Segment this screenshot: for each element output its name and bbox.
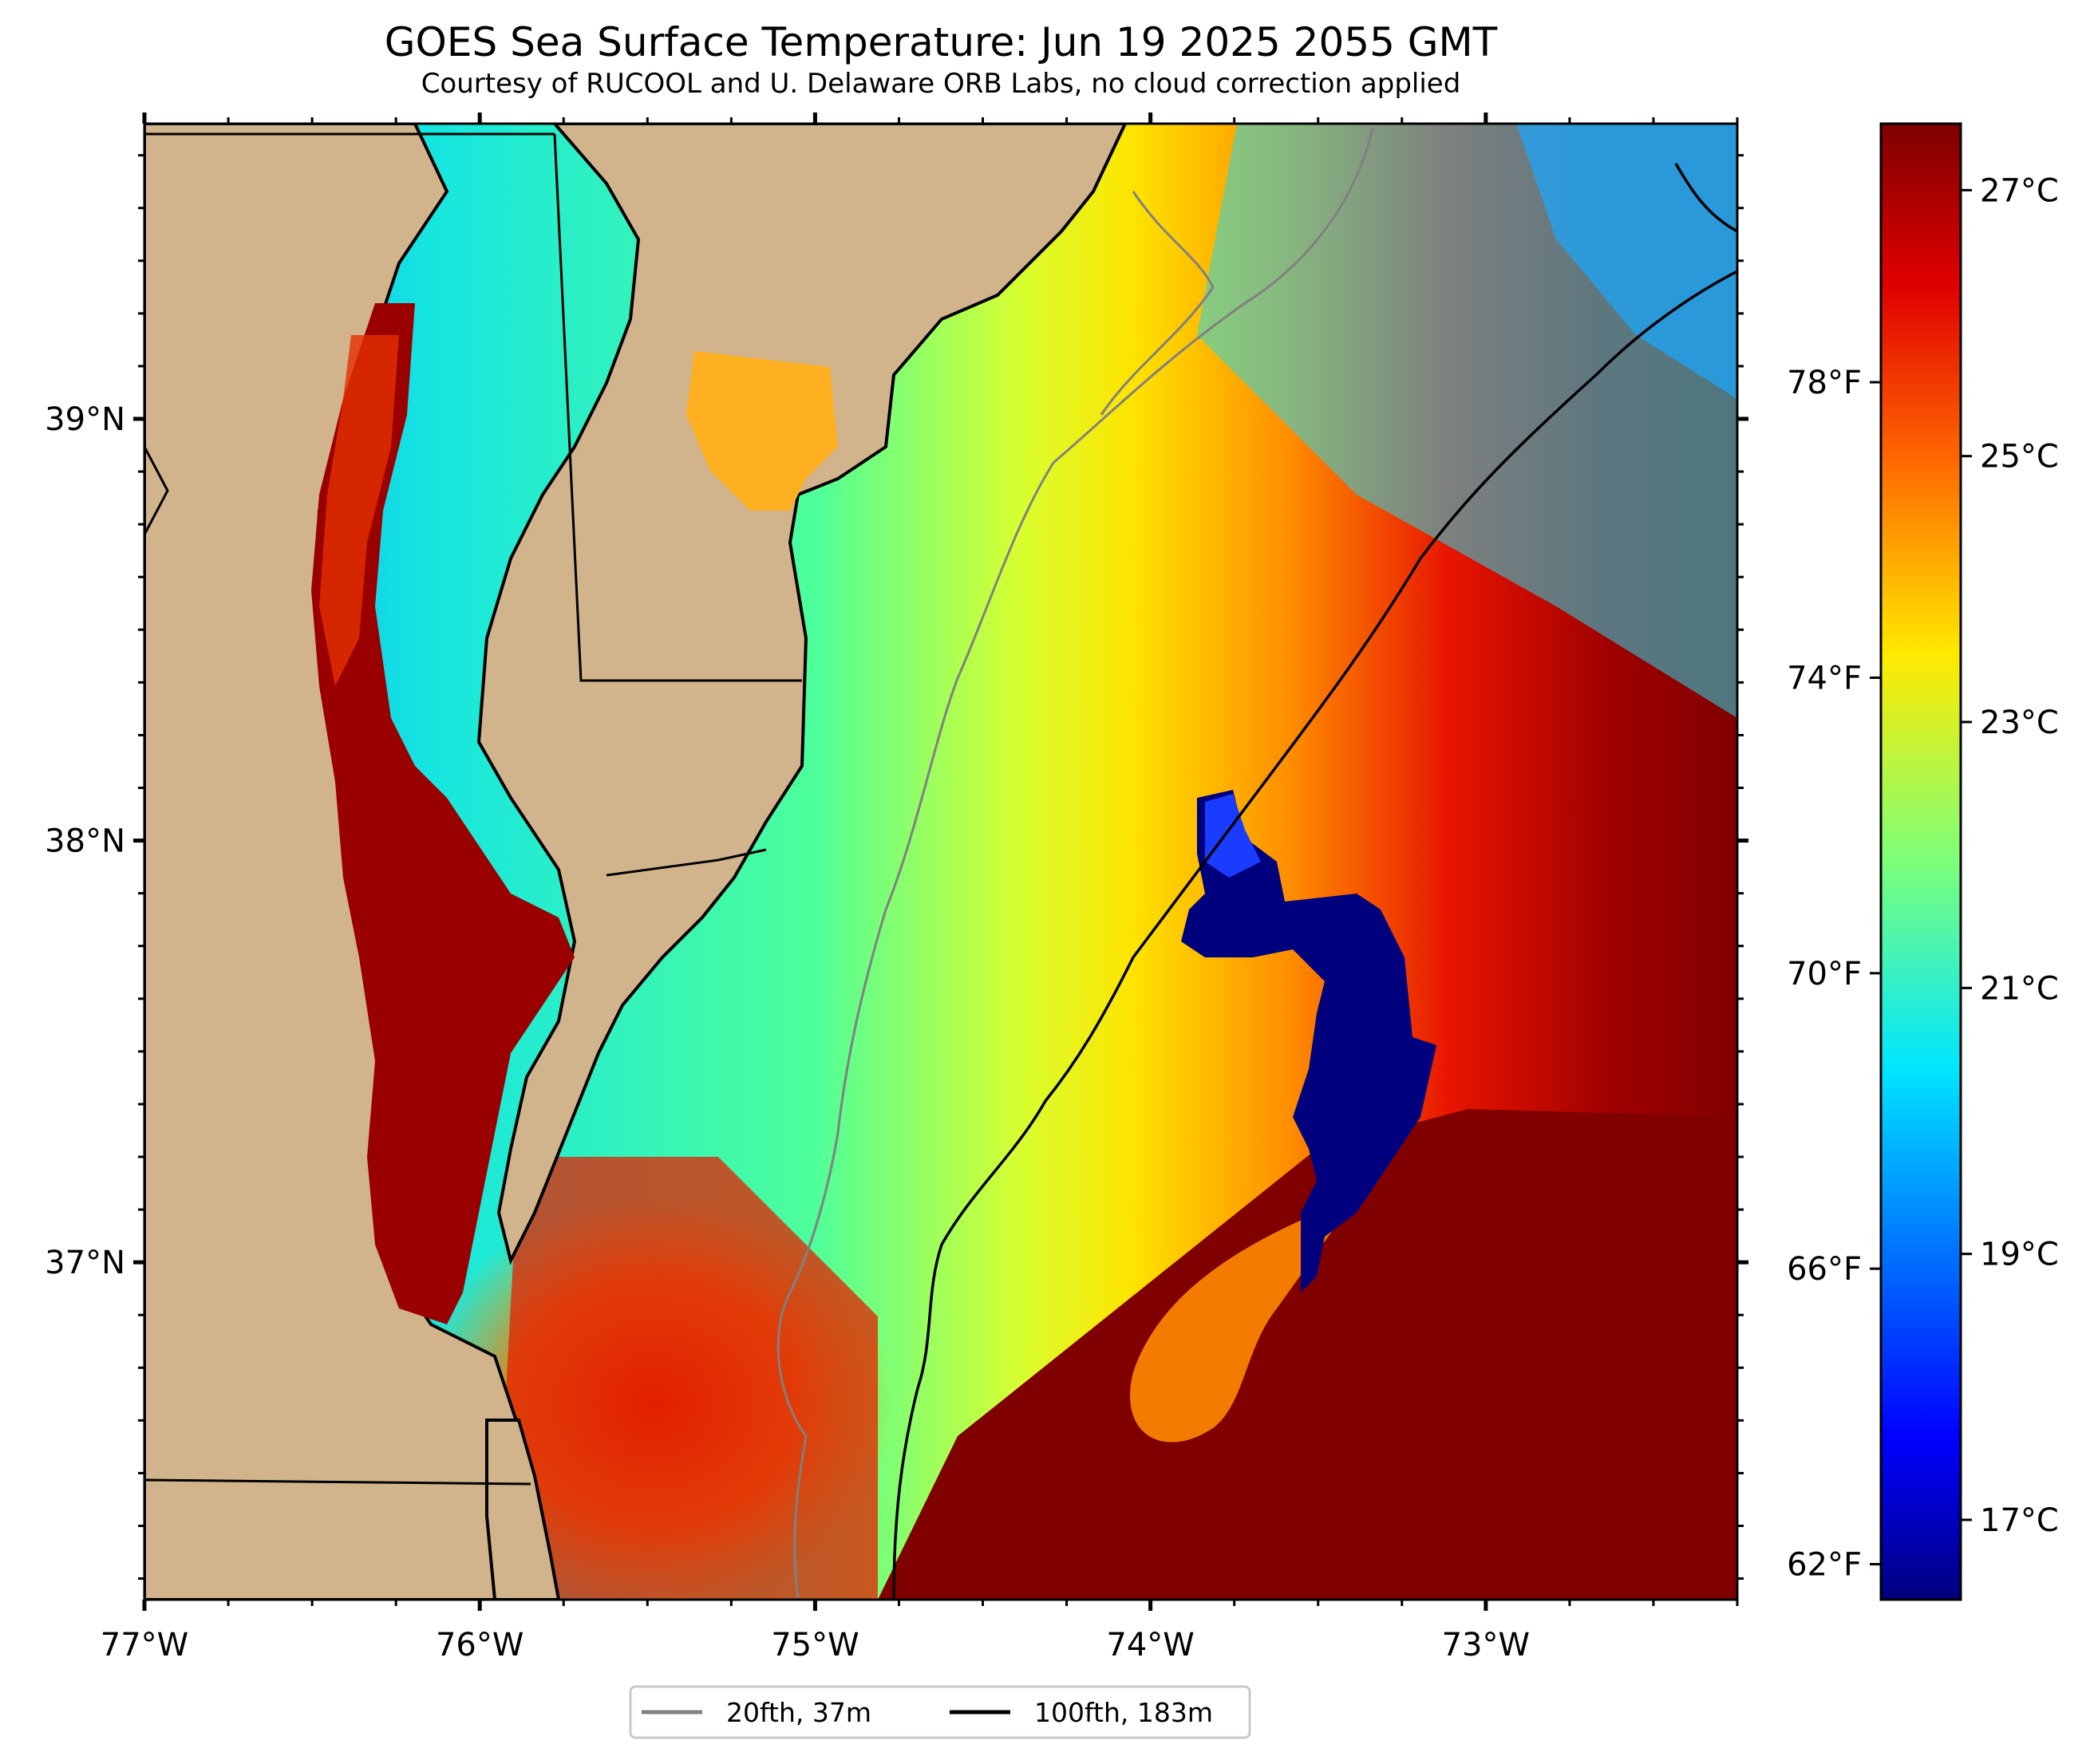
legend-label-20fth: 20fth, 37m <box>726 1697 871 1728</box>
figure-subtitle: Courtesy of RUCOOL and U. Delaware ORB L… <box>421 68 1461 100</box>
colorbar-scale <box>1879 122 1962 1601</box>
delaware-bay-water <box>686 351 838 511</box>
colorbar-fahrenheit-ticks: 78°F 74°F 70°F 66°F 62°F <box>1787 365 1881 1584</box>
celsius-tick-label: 25°C <box>1980 439 2059 476</box>
contour-100fth-north <box>1674 163 1737 233</box>
celsius-tick-label: 27°C <box>1980 172 2059 209</box>
warm-eddy <box>1130 1197 1357 1442</box>
fahrenheit-tick-label: 62°F <box>1787 1547 1862 1584</box>
contour-legend: 20fth, 37m 100fth, 183m <box>629 1685 1251 1739</box>
gulf-stream-warm-water <box>878 1109 1737 1600</box>
warm-nearshore-water <box>495 1157 878 1600</box>
lat-tick-label: 38°N <box>45 823 125 860</box>
upper-bay-water <box>319 335 399 686</box>
latitude-axis: 39°N 38°N 37°N <box>45 154 1748 1580</box>
lon-tick-label: 75°W <box>771 1627 859 1663</box>
lat-tick-label: 37°N <box>45 1245 125 1281</box>
figure-title: GOES Sea Surface Temperature: Jun 19 202… <box>385 19 1498 65</box>
cold-upwelling-patch <box>1181 790 1436 1292</box>
legend-label-100fth: 100fth, 183m <box>1034 1697 1213 1728</box>
cool-upwelling-edge <box>1205 794 1261 878</box>
lon-tick-label: 76°W <box>436 1627 523 1663</box>
lon-tick-label: 74°W <box>1106 1627 1194 1663</box>
celsius-tick-label: 17°C <box>1980 1502 2059 1539</box>
fahrenheit-tick-label: 66°F <box>1787 1251 1862 1288</box>
chesapeake-bay-water <box>311 303 575 1324</box>
southern-cape <box>485 1419 561 1600</box>
legend-box <box>629 1685 1251 1739</box>
delmarva-peninsula <box>476 124 1128 1265</box>
celsius-tick-label: 21°C <box>1980 970 2059 1007</box>
fahrenheit-tick-label: 74°F <box>1787 660 1862 697</box>
map-panel <box>144 124 1737 1600</box>
colorbar-celsius-ticks: 27°C 25°C 23°C 21°C 19°C 17°C <box>1961 172 2059 1539</box>
contour-100fth <box>892 270 1737 1600</box>
fahrenheit-tick-label: 78°F <box>1787 365 1862 401</box>
fahrenheit-tick-label: 70°F <box>1787 956 1862 992</box>
celsius-tick-label: 23°C <box>1980 704 2059 741</box>
contour-20fth-shoal <box>1100 191 1215 416</box>
map-frame <box>143 122 1739 1601</box>
lon-tick-label: 77°W <box>101 1627 188 1663</box>
lat-tick-label: 39°N <box>45 401 125 438</box>
lon-tick-label: 73°W <box>1442 1627 1530 1663</box>
celsius-tick-label: 19°C <box>1980 1237 2059 1273</box>
colorbar: 27°C 25°C 23°C 21°C 19°C 17°C 78°F 74°F 70°F 66°… <box>1787 122 2059 1601</box>
contour-20fth <box>776 127 1374 1600</box>
state-borders <box>144 132 802 1486</box>
longitude-axis: 77°W 76°W 75°W 74°W 73°W <box>101 112 1739 1663</box>
cool-offshore-water <box>1516 124 1737 399</box>
